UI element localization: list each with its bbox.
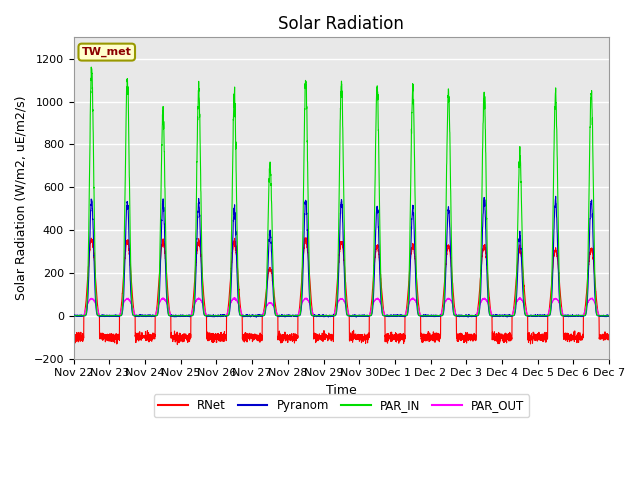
X-axis label: Time: Time xyxy=(326,384,356,397)
Y-axis label: Solar Radiation (W/m2, uE/m2/s): Solar Radiation (W/m2, uE/m2/s) xyxy=(15,96,28,300)
Legend: RNet, Pyranom, PAR_IN, PAR_OUT: RNet, Pyranom, PAR_IN, PAR_OUT xyxy=(154,395,529,417)
Title: Solar Radiation: Solar Radiation xyxy=(278,15,404,33)
Text: TW_met: TW_met xyxy=(82,47,132,57)
